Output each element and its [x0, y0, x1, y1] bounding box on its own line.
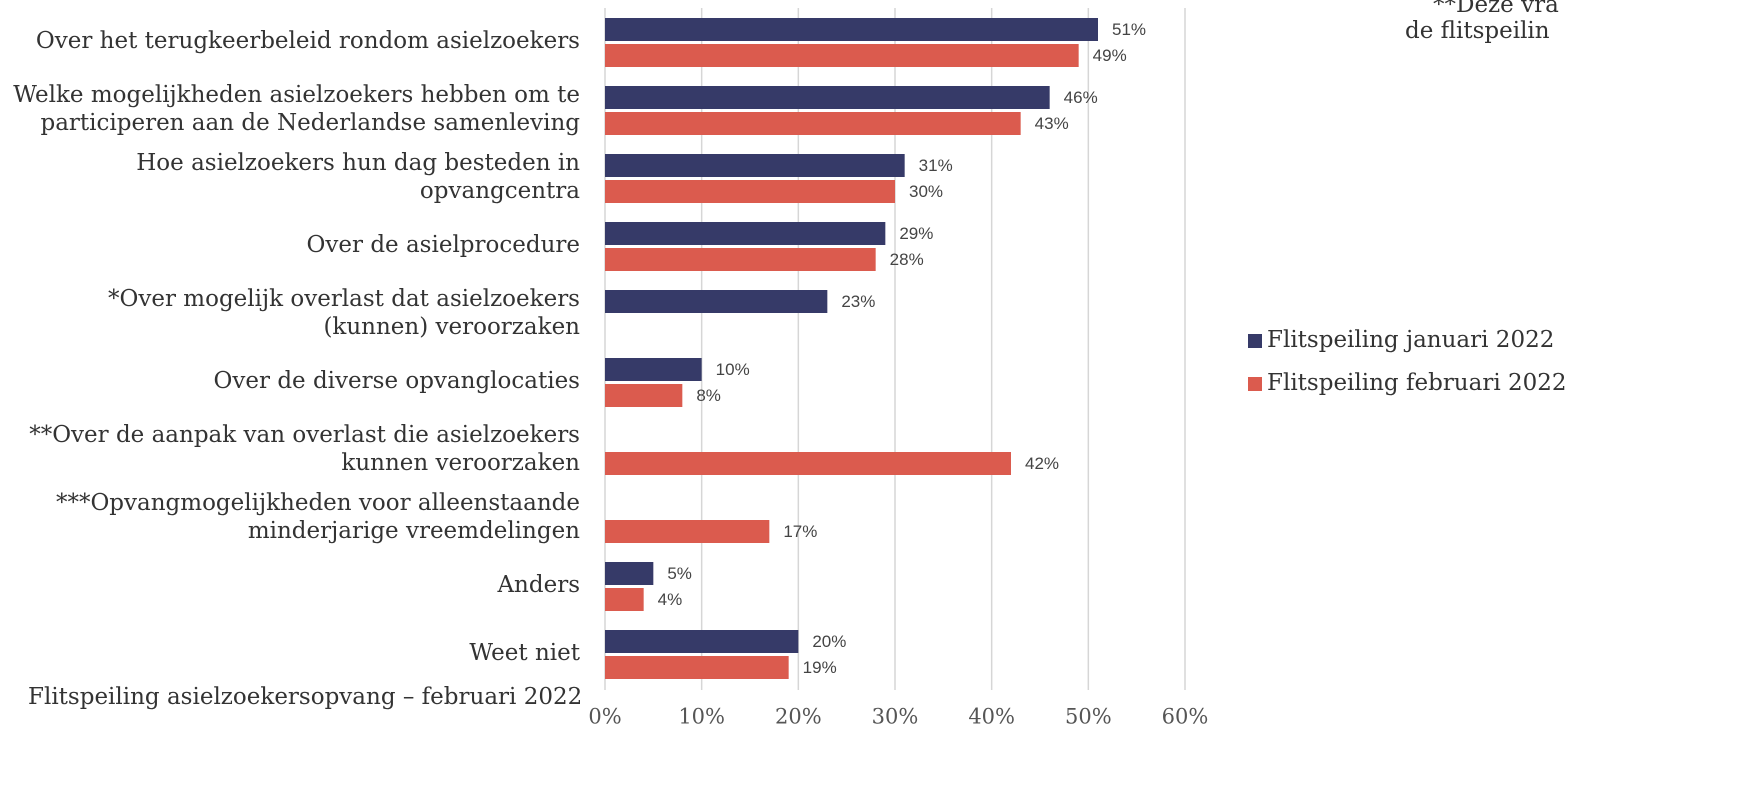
x-tick-label: 40% [968, 705, 1015, 729]
category-label: **Over de aanpak van overlast die asielz… [29, 422, 580, 448]
category-label: Over het terugkeerbeleid rondom asielzoe… [36, 28, 580, 54]
value-label: 29% [899, 224, 933, 243]
category-label: Welke mogelijkheden asielzoekers hebben … [13, 82, 580, 108]
annotation: de flitspeilin [1405, 18, 1550, 44]
legend-label: Flitspeiling februari 2022 [1267, 370, 1567, 396]
x-tick-label: 10% [678, 705, 725, 729]
bar [605, 520, 770, 543]
x-tick-label: 60% [1162, 705, 1209, 729]
category-label: opvangcentra [420, 178, 580, 204]
bar [605, 630, 799, 653]
bar [605, 248, 876, 271]
value-label: 30% [909, 182, 943, 201]
bar [605, 656, 789, 679]
footer: Flitspeiling asielzoekersopvang – februa… [28, 684, 582, 710]
category-label: Over de asielprocedure [307, 232, 580, 258]
category-label: Over de diverse opvanglocaties [214, 368, 580, 394]
legend-swatch [1248, 377, 1262, 391]
bar [605, 44, 1079, 67]
x-tick-label: 20% [775, 705, 822, 729]
x-tick-label: 50% [1065, 705, 1112, 729]
value-label: 23% [841, 292, 875, 311]
value-label: 19% [803, 658, 837, 677]
legend-swatch [1248, 334, 1262, 348]
value-label: 10% [716, 360, 750, 379]
category-label: Weet niet [469, 640, 580, 666]
category-label: (kunnen) veroorzaken [323, 314, 580, 340]
value-label: 31% [919, 156, 953, 175]
bar [605, 112, 1021, 135]
value-label: 20% [812, 632, 846, 651]
value-label: 49% [1093, 46, 1127, 65]
category-label: Anders [496, 572, 580, 598]
bar [605, 452, 1011, 475]
value-label: 17% [783, 522, 817, 541]
value-label: 43% [1035, 114, 1069, 133]
value-label: 8% [696, 386, 721, 405]
category-label: minderjarige vreemdelingen [248, 518, 580, 544]
legend-label: Flitspeiling januari 2022 [1267, 327, 1554, 353]
bar [605, 562, 654, 585]
x-tick-label: 30% [872, 705, 919, 729]
bar [605, 290, 828, 313]
bar [605, 18, 1098, 41]
bar [605, 384, 683, 407]
value-label: 28% [890, 250, 924, 269]
bar [605, 180, 895, 203]
annotation: **Deze vra [1433, 0, 1559, 18]
category-label: kunnen veroorzaken [341, 450, 580, 476]
bar [605, 86, 1050, 109]
value-label: 4% [658, 590, 683, 609]
bar [605, 588, 644, 611]
category-label: Hoe asielzoekers hun dag besteden in [136, 150, 580, 176]
bar [605, 154, 905, 177]
category-label: ***Opvangmogelijkheden voor alleenstaand… [56, 490, 580, 516]
value-label: 51% [1112, 20, 1146, 39]
category-label: *Over mogelijk overlast dat asielzoekers [108, 286, 580, 312]
value-label: 5% [667, 564, 692, 583]
value-label: 42% [1025, 454, 1059, 473]
x-tick-label: 0% [588, 705, 621, 729]
category-label: participeren aan de Nederlandse samenlev… [40, 110, 580, 136]
bar [605, 358, 702, 381]
bar [605, 222, 886, 245]
value-label: 46% [1064, 88, 1098, 107]
